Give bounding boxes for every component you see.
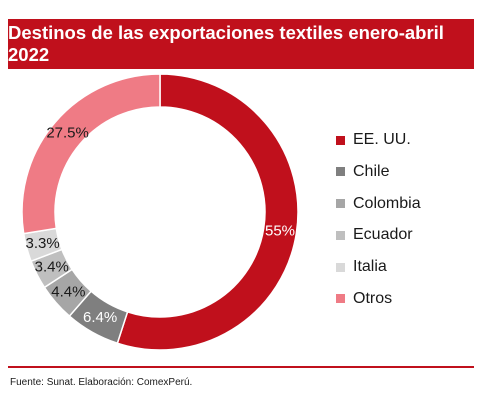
legend-swatch: [336, 199, 345, 209]
donut-chart: 55% 6.4% 4.4% 3.4% 3.3% 27.5%: [21, 73, 299, 351]
legend-swatch: [336, 230, 345, 240]
legend-item-ee-uu: EE. UU.: [336, 130, 476, 150]
footer-divider: [8, 366, 474, 368]
value-label-otros: 27.5%: [46, 125, 89, 142]
value-label-ecuador: 3.4%: [35, 259, 69, 276]
value-label-italia: 3.3%: [26, 235, 60, 252]
donut-slices: [21, 73, 299, 351]
donut-value-labels: 55% 6.4% 4.4% 3.4% 3.3% 27.5%: [26, 125, 296, 327]
legend-label: Chile: [353, 162, 390, 180]
value-label-ee-uu: 55%: [265, 223, 295, 240]
legend: EE. UU. Chile Colombia Ecuador Italia Otros: [336, 130, 476, 321]
legend-swatch: [336, 167, 345, 177]
legend-label: Colombia: [353, 194, 421, 212]
legend-swatch: [336, 294, 345, 304]
legend-label: Italia: [353, 258, 387, 276]
chart-title: Destinos de las exportaciones textiles e…: [8, 19, 474, 69]
value-label-colombia: 4.4%: [51, 283, 85, 300]
legend-item-colombia: Colombia: [336, 194, 476, 214]
legend-swatch: [336, 262, 345, 272]
legend-label: Ecuador: [353, 226, 413, 244]
value-label-chile: 6.4%: [83, 309, 117, 326]
legend-label: EE. UU.: [353, 131, 411, 148]
legend-item-italia: Italia: [336, 257, 476, 277]
legend-item-chile: Chile: [336, 162, 476, 182]
legend-swatch: [336, 135, 345, 145]
legend-label: Otros: [353, 289, 393, 307]
slice-otros: [21, 73, 161, 235]
legend-item-ecuador: Ecuador: [336, 225, 476, 245]
legend-item-otros: Otros: [336, 289, 476, 309]
source-note: Fuente: Sunat. Elaboración: ComexPerú.: [10, 377, 193, 388]
slice-ee-uu: [116, 73, 299, 351]
